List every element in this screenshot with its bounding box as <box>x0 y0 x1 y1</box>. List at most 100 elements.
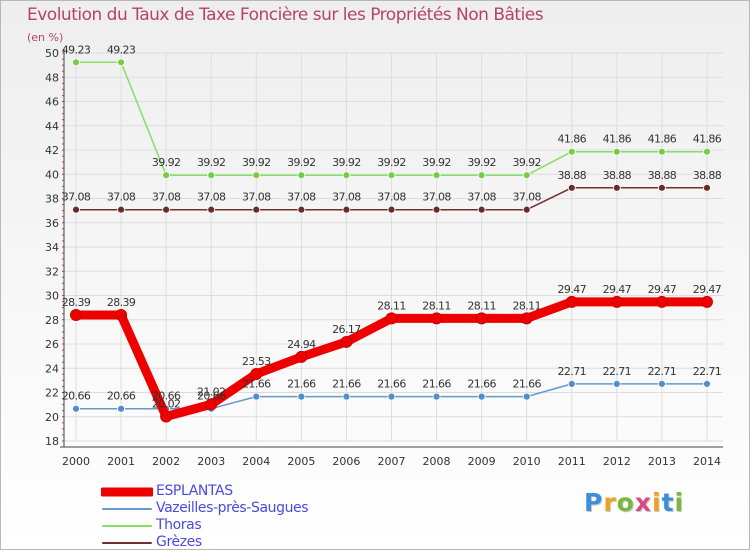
y-tick-label: 30 <box>45 290 59 303</box>
data-label-thoras: 41.86 <box>603 133 632 146</box>
y-tick-label: 24 <box>45 362 59 375</box>
data-point-grezes <box>72 205 80 214</box>
data-label-vazeilles-pres-saugues: 22.71 <box>603 365 632 378</box>
data-point-thoras <box>252 171 261 180</box>
data-point-esplantas <box>475 312 488 325</box>
data-point-vazeilles-pres-saugues <box>612 379 621 388</box>
logo-letter: P <box>584 488 604 517</box>
data-point-grezes <box>297 205 306 214</box>
data-label-grezes: 37.08 <box>377 191 406 204</box>
data-label-thoras: 41.86 <box>648 133 677 146</box>
data-point-grezes <box>387 205 396 214</box>
data-point-grezes <box>522 205 531 214</box>
legend-swatch-grezes <box>102 542 152 544</box>
data-point-vazeilles-pres-saugues <box>522 392 531 401</box>
y-tick-label: 32 <box>45 265 59 278</box>
chart-title: Evolution du Taux de Taxe Foncière sur l… <box>27 5 544 25</box>
data-point-vazeilles-pres-saugues <box>342 392 351 401</box>
data-point-grezes <box>252 205 261 214</box>
proxiti-logo: Proxiti <box>584 488 684 517</box>
data-point-thoras <box>207 171 216 180</box>
y-axis-unit-label: (en %) <box>27 31 64 44</box>
data-label-thoras: 39.92 <box>422 156 451 169</box>
data-point-thoras <box>658 147 666 156</box>
y-tick-label: 18 <box>45 435 59 448</box>
x-tick-label: 2006 <box>332 455 360 468</box>
data-point-thoras <box>162 171 171 180</box>
data-label-vazeilles-pres-saugues: 21.66 <box>332 378 361 391</box>
data-point-vazeilles-pres-saugues <box>117 404 125 413</box>
data-point-grezes <box>477 205 486 214</box>
legend-label-vazeilles-pres-saugues: Vazeilles-près-Saugues <box>156 500 309 516</box>
logo-letter: o <box>616 488 635 517</box>
data-point-esplantas <box>655 295 668 308</box>
data-label-vazeilles-pres-saugues: 20.66 <box>152 390 181 403</box>
x-tick-label: 2004 <box>242 455 270 468</box>
data-label-grezes: 37.08 <box>512 191 541 204</box>
data-point-vazeilles-pres-saugues <box>703 379 711 388</box>
data-point-grezes <box>117 205 125 214</box>
data-point-grezes <box>703 183 711 192</box>
data-point-thoras <box>387 171 396 180</box>
data-label-vazeilles-pres-saugues: 22.71 <box>648 365 677 378</box>
data-point-esplantas <box>700 295 713 308</box>
logo-letter: i <box>652 488 662 517</box>
data-point-esplantas <box>295 350 308 363</box>
data-label-grezes: 37.08 <box>467 191 496 204</box>
data-label-grezes: 37.08 <box>242 191 271 204</box>
x-tick-label: 2009 <box>468 455 496 468</box>
data-label-grezes: 38.88 <box>693 169 722 182</box>
data-label-thoras: 49.23 <box>62 43 91 56</box>
y-tick-label: 48 <box>45 71 59 84</box>
data-label-esplantas: 28.39 <box>62 296 91 309</box>
data-point-esplantas <box>250 367 263 380</box>
data-point-esplantas <box>385 312 398 325</box>
x-tick-label: 2007 <box>377 455 405 468</box>
data-point-esplantas <box>565 295 578 308</box>
y-tick-label: 26 <box>45 338 59 351</box>
logo-letter: t <box>661 488 675 517</box>
data-label-grezes: 38.88 <box>603 169 632 182</box>
data-point-grezes <box>658 183 666 192</box>
data-point-thoras <box>612 147 621 156</box>
y-tick-label: 22 <box>45 387 59 400</box>
data-label-grezes: 38.88 <box>648 169 677 182</box>
data-label-esplantas: 29.47 <box>558 283 587 296</box>
data-label-grezes: 37.08 <box>287 191 316 204</box>
y-tick-label: 38 <box>45 193 59 206</box>
data-label-thoras: 39.92 <box>467 156 496 169</box>
data-point-vazeilles-pres-saugues <box>387 392 396 401</box>
y-tick-label: 44 <box>45 120 59 133</box>
legend-label-thoras: Thoras <box>156 517 202 533</box>
logo-letter: x <box>634 488 652 517</box>
data-point-thoras <box>342 171 351 180</box>
y-tick-label: 46 <box>45 96 59 109</box>
data-label-vazeilles-pres-saugues: 21.66 <box>242 378 271 391</box>
data-label-grezes: 37.08 <box>107 191 136 204</box>
data-point-vazeilles-pres-saugues <box>658 379 666 388</box>
x-tick-label: 2010 <box>513 455 541 468</box>
logo-letter: r <box>603 488 617 517</box>
data-point-grezes <box>567 183 576 192</box>
data-label-thoras: 39.92 <box>287 156 316 169</box>
data-label-grezes: 37.08 <box>62 191 91 204</box>
data-point-esplantas <box>340 335 353 348</box>
data-label-vazeilles-pres-saugues: 22.71 <box>693 365 722 378</box>
y-tick-label: 34 <box>45 241 59 254</box>
data-label-thoras: 39.92 <box>242 156 271 169</box>
data-label-esplantas: 20.02 <box>152 398 181 411</box>
data-label-vazeilles-pres-saugues: 20.66 <box>107 390 136 403</box>
x-tick-label: 2002 <box>152 455 180 468</box>
data-point-vazeilles-pres-saugues <box>297 392 306 401</box>
x-tick-label: 2005 <box>287 455 315 468</box>
y-tick-label: 42 <box>45 144 59 157</box>
data-label-esplantas: 29.47 <box>603 283 632 296</box>
x-tick-label: 2001 <box>107 455 135 468</box>
x-tick-label: 2008 <box>423 455 451 468</box>
data-label-thoras: 41.86 <box>693 133 722 146</box>
data-label-vazeilles-pres-saugues: 21.66 <box>467 378 496 391</box>
data-label-grezes: 38.88 <box>558 169 587 182</box>
data-label-thoras: 39.92 <box>377 156 406 169</box>
data-point-esplantas <box>205 398 218 411</box>
